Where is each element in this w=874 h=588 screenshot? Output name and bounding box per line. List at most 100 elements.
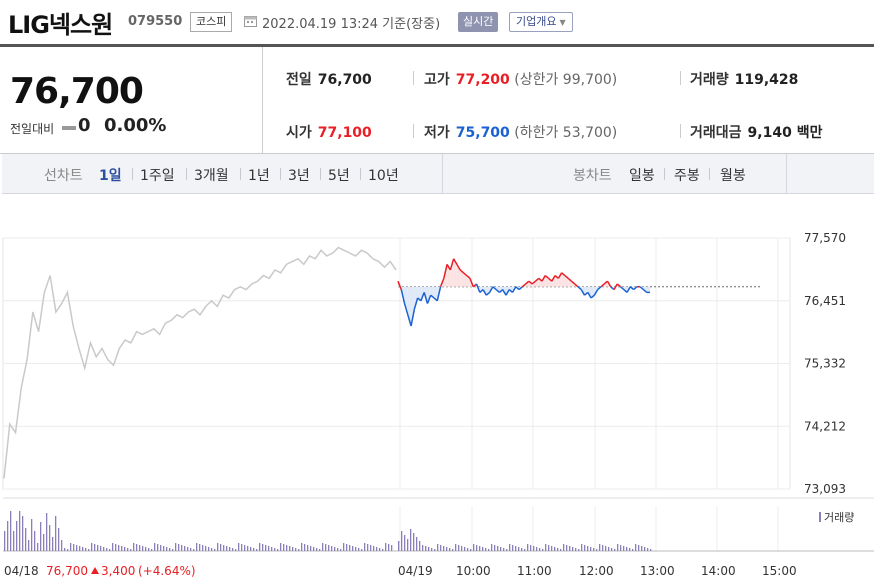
- tab-1week[interactable]: 1주일: [140, 168, 175, 184]
- realtime-button[interactable]: 실시간: [458, 12, 499, 32]
- today-volume-bar: [548, 545, 550, 551]
- today-line-segment: [525, 280, 530, 285]
- prev-volume-bar: [7, 521, 9, 551]
- today-line-segment: [564, 274, 569, 279]
- tab-1day[interactable]: 1일: [99, 168, 122, 184]
- today-line-segment: [515, 286, 520, 291]
- today-line-segment: [505, 289, 510, 296]
- prev-volume-bar: [382, 549, 384, 551]
- x-tick-label: 11:00: [517, 564, 552, 578]
- tab-5year[interactable]: 5년: [328, 168, 350, 184]
- today-line-segment: [459, 269, 464, 274]
- today-line-segment: [469, 278, 474, 288]
- prev-volume-bar: [190, 548, 192, 551]
- prev-volume-bar: [379, 548, 381, 551]
- today-volume-bar: [467, 548, 469, 551]
- today-line-segment: [616, 283, 622, 288]
- today-line-segment: [511, 286, 517, 293]
- today-volume-bar: [575, 548, 577, 551]
- today-line-segment: [413, 297, 419, 310]
- prev-volume-bar: [40, 522, 42, 551]
- volume: 거래량 119,428: [690, 72, 799, 88]
- today-volume-bar: [596, 549, 598, 551]
- today-area-segment: [427, 286, 431, 304]
- today-volume-bar: [509, 544, 511, 551]
- today-volume-bar: [569, 546, 571, 551]
- volume-legend-label: 거래량: [824, 511, 854, 524]
- today-line-segment: [436, 286, 442, 301]
- intraday-chart-svg[interactable]: 77,570 76,451 75,332 74,212 73,093 04/18 04/1…: [0, 194, 874, 588]
- today-area-segment: [434, 286, 438, 301]
- today-volume-bar: [587, 546, 589, 551]
- chart-tabs: 선차트 1일 1주일 3개월 1년 3년 5년 10년 봉차트 일봉 주봉 월봉: [2, 154, 874, 194]
- price-summary: 76,700 전일대비 0 0.00% 전일 76,700 고가 77,200 (상…: [0, 44, 874, 154]
- prev-volume-bar: [283, 544, 285, 551]
- prev-volume-bar: [241, 544, 243, 551]
- today-line-segment: [561, 272, 566, 277]
- prev-volume-bar: [31, 519, 33, 551]
- today-volume-bar: [533, 546, 535, 551]
- today-volume-bar: [524, 549, 526, 551]
- today-line-segment: [518, 286, 523, 291]
- today-line-segment: [587, 292, 592, 299]
- tab-10year[interactable]: 10년: [368, 168, 399, 184]
- today-line-segment: [557, 272, 563, 279]
- today-line-segment: [593, 289, 599, 296]
- today-line-segment: [570, 280, 576, 285]
- price-chart[interactable]: 77,570 76,451 75,332 74,212 73,093 04/18 04/1…: [0, 194, 874, 588]
- today-volume-bar: [479, 546, 481, 551]
- today-line-segment: [397, 280, 402, 290]
- tab-daily[interactable]: 일봉: [629, 168, 655, 184]
- today-volume-bar: [572, 547, 574, 551]
- tab-monthly[interactable]: 월봉: [720, 168, 746, 184]
- prev-volume-bar: [49, 525, 51, 551]
- tab-weekly[interactable]: 주봉: [674, 168, 700, 184]
- prev-volume-bar: [313, 547, 315, 551]
- today-line-segment: [439, 278, 445, 288]
- prev-volume-bar: [76, 545, 78, 551]
- prev-volume-bar: [166, 547, 168, 551]
- today-line-segment: [485, 291, 491, 296]
- today-line-segment: [482, 289, 488, 296]
- tab-3year[interactable]: 3년: [288, 168, 310, 184]
- today-volume-bar: [629, 548, 631, 551]
- today-volume-bar: [461, 546, 463, 551]
- prev-volume-bar: [280, 543, 282, 551]
- tab-3month[interactable]: 3개월: [194, 168, 229, 184]
- today-volume-bar: [611, 548, 613, 551]
- today-volume-bar: [623, 546, 625, 551]
- prev-volume-bar: [346, 544, 348, 551]
- prev-volume-bar: [367, 544, 369, 551]
- corp-info-dropdown[interactable]: 기업개요 ▼: [509, 12, 573, 32]
- prev-volume-bar: [352, 546, 354, 551]
- today-volume-bar: [503, 548, 505, 551]
- prev-volume-bar: [376, 547, 378, 551]
- prev-volume-bar: [334, 547, 336, 551]
- prev-volume-bar: [22, 516, 24, 551]
- today-volume-bar: [608, 547, 610, 551]
- prev-volume-bar: [160, 545, 162, 551]
- prev-volume-bar: [178, 544, 180, 551]
- prev-volume-bar: [73, 544, 75, 551]
- tab-1year[interactable]: 1년: [248, 168, 270, 184]
- prev-volume-bar: [373, 546, 375, 551]
- prev-volume-bar: [337, 548, 339, 551]
- stock-name[interactable]: LIG넥스원: [8, 11, 113, 39]
- low-price: 저가 75,700 (하한가 53,700): [424, 125, 618, 141]
- prev-volume-bar: [124, 547, 126, 551]
- prev-volume-bar: [121, 546, 123, 551]
- prev-volume-bar: [133, 543, 135, 551]
- prev-volume-bar: [148, 548, 150, 551]
- prev-volume-bar: [25, 528, 27, 551]
- prev-volume-bar: [268, 546, 270, 551]
- today-volume-bar: [419, 541, 421, 551]
- today-line-segment: [423, 292, 429, 304]
- today-area-segment: [417, 286, 421, 301]
- today-volume-bar: [458, 545, 460, 551]
- today-line-segment: [521, 283, 527, 288]
- today-volume-bar: [557, 548, 559, 551]
- prev-volume-bar: [391, 545, 393, 551]
- today-volume-bar: [527, 544, 529, 551]
- prev-volume-bar: [256, 549, 258, 551]
- today-volume-bar: [464, 547, 466, 551]
